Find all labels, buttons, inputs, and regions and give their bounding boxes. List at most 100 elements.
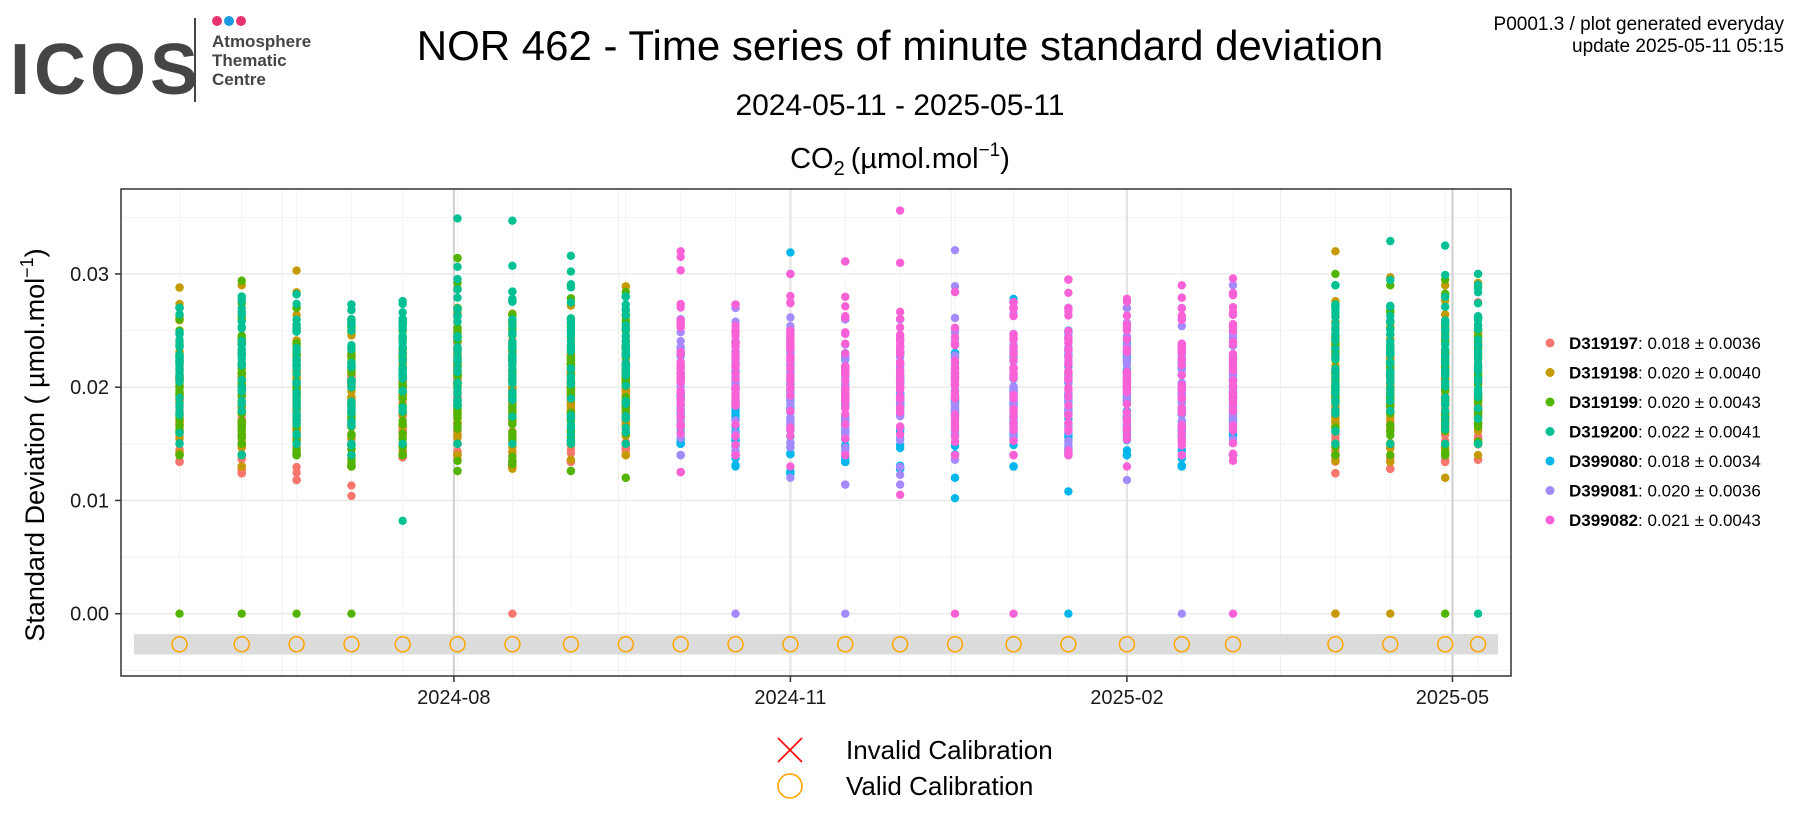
data-point	[786, 431, 795, 441]
data-point	[237, 304, 246, 313]
data-point	[621, 399, 630, 409]
y-tick-label: 0.03	[70, 264, 109, 286]
data-point	[508, 287, 517, 296]
data-point	[453, 356, 462, 365]
data-point	[1386, 427, 1395, 436]
data-point	[1064, 373, 1073, 382]
zero-point	[237, 609, 246, 618]
data-point	[347, 491, 356, 501]
data-point	[508, 387, 517, 396]
data-point	[508, 375, 517, 384]
x-tick-label: 2025-02	[1090, 687, 1163, 709]
data-point	[566, 394, 576, 403]
logo-dot-3	[236, 16, 246, 26]
legend-series-name: D319200	[1569, 423, 1638, 442]
legend-series-name: D399080	[1569, 452, 1638, 471]
data-point	[676, 389, 685, 398]
data-point	[292, 475, 301, 485]
data-point	[1386, 396, 1395, 406]
data-point	[1064, 401, 1073, 410]
data-point	[621, 292, 630, 301]
data-point	[237, 359, 246, 369]
data-point	[566, 436, 576, 445]
data-point	[950, 390, 960, 399]
data-point	[950, 282, 960, 291]
valid-calibration-marker	[1436, 636, 1454, 653]
data-point	[895, 403, 905, 412]
data-point	[731, 440, 740, 449]
data-point	[1009, 298, 1018, 307]
data-point	[1009, 404, 1018, 414]
data-point	[292, 299, 301, 309]
data-point	[453, 413, 462, 423]
data-point	[1064, 411, 1073, 420]
data-point	[950, 287, 960, 297]
zero-point	[1177, 609, 1186, 618]
data-point	[786, 248, 795, 257]
data-point	[237, 340, 246, 349]
outlier-point	[1064, 487, 1073, 496]
data-point	[453, 389, 462, 398]
data-point	[1177, 441, 1186, 450]
data-point	[676, 266, 685, 275]
data-point	[453, 317, 462, 326]
chart-title-sub: 2	[834, 158, 845, 180]
data-point	[676, 467, 685, 477]
legend-swatch	[1545, 397, 1555, 407]
data-point	[841, 419, 850, 429]
data-point	[1177, 450, 1186, 460]
calibration-legend-label: Valid Calibration	[846, 771, 1033, 801]
data-point	[1331, 312, 1340, 322]
data-point	[1440, 393, 1450, 402]
data-point	[731, 352, 740, 362]
data-point	[731, 300, 740, 309]
data-point	[1440, 326, 1450, 336]
data-point	[1064, 288, 1073, 297]
data-point	[1386, 457, 1395, 467]
data-point	[292, 360, 301, 370]
data-point	[1064, 307, 1073, 316]
data-point	[453, 439, 462, 449]
y-axis-label: Standard Deviation ( µmol.mol−1)	[17, 248, 50, 641]
data-point	[1228, 366, 1238, 375]
data-point	[786, 391, 795, 400]
valid-calibration-marker	[946, 636, 964, 653]
data-point	[786, 342, 795, 351]
data-point	[175, 428, 184, 438]
data-point	[1331, 364, 1340, 373]
data-point	[786, 313, 795, 322]
data-point	[841, 376, 850, 385]
data-point	[398, 387, 407, 396]
data-point	[398, 416, 407, 425]
data-point	[950, 356, 960, 365]
data-point	[676, 420, 685, 429]
data-point	[175, 399, 184, 408]
valid-calibration-marker	[1060, 636, 1077, 653]
data-point	[453, 430, 462, 440]
data-point	[175, 439, 184, 448]
data-point	[950, 313, 960, 323]
data-point	[621, 381, 630, 390]
data-point	[566, 318, 576, 327]
data-point	[237, 426, 246, 435]
data-point	[841, 403, 850, 412]
data-point	[841, 391, 850, 400]
data-point	[676, 412, 685, 422]
data-point	[1228, 439, 1238, 448]
meta-line-1: P0001.3 / plot generated everyday	[1493, 14, 1784, 35]
data-point	[1228, 326, 1238, 336]
data-point	[786, 356, 795, 365]
data-point	[1386, 406, 1395, 416]
data-point	[895, 307, 905, 317]
data-point	[566, 420, 576, 429]
chart-title-close: )	[1000, 143, 1010, 175]
data-point	[676, 336, 685, 346]
data-point	[1177, 304, 1186, 313]
data-point	[841, 480, 850, 489]
data-point	[950, 333, 960, 342]
data-point	[398, 357, 407, 366]
zero-point	[1064, 609, 1073, 618]
data-point	[1386, 450, 1395, 460]
data-point	[841, 257, 850, 266]
data-point	[453, 262, 462, 272]
